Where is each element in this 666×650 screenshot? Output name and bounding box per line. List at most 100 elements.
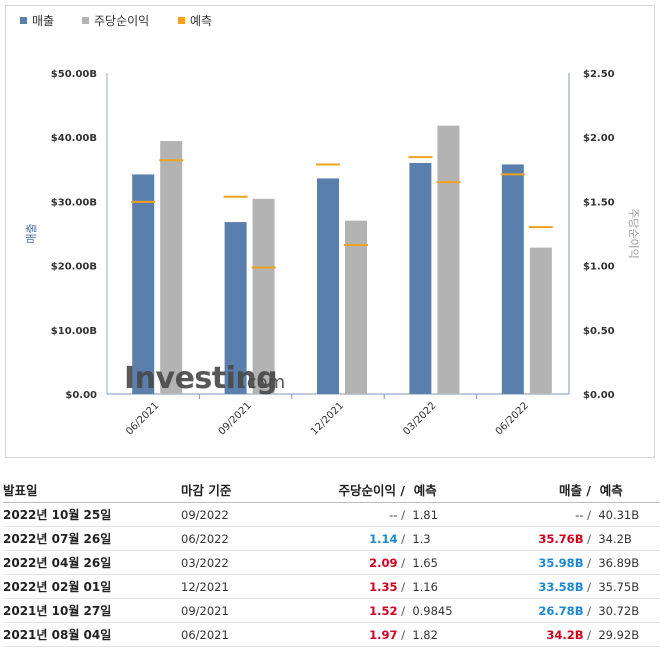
eps-actual: 1.97 — [369, 627, 398, 642]
eps-separator: / — [401, 579, 405, 594]
header-eps-label: 주당순이익 — [338, 482, 397, 498]
row-revenue-forecast: 36.89B — [591, 550, 660, 575]
eps-forecast: 1.81 — [412, 507, 438, 522]
y-left-tick-0: $0.00 — [65, 390, 97, 401]
header-period[interactable]: 마감 기준 — [181, 476, 311, 503]
revenue-separator: / — [587, 579, 591, 594]
chart-svg: 매출 주당순이익 예측$0.00$10.00B$20.00B$30.00B$40.0… — [20, 14, 640, 437]
eps-separator: / — [401, 531, 405, 546]
legend-label-2: 예측 — [190, 14, 212, 28]
row-date: 2021년 10월 27일 — [3, 598, 181, 623]
row-eps-forecast: 1.81 — [405, 502, 505, 527]
eps-forecast: 1.3 — [412, 531, 431, 546]
row-revenue: 34.2B / — [505, 622, 591, 647]
bar-eps-3 — [437, 125, 460, 395]
row-period: 03/2022 — [181, 550, 311, 575]
eps-forecast: 1.65 — [412, 555, 438, 570]
header-revenue[interactable]: 매출 / — [505, 476, 591, 503]
revenue-actual: 35.76B — [538, 531, 584, 546]
bar-revenue-0 — [132, 174, 155, 394]
eps-actual: 1.35 — [369, 579, 398, 594]
revenue-forecast: 29.92B — [598, 627, 640, 642]
earnings-table: 발표일 마감 기준 주당순이익 / 예측 매출 / 예측 2022년 10월 2… — [3, 476, 660, 647]
bar-eps-0 — [160, 141, 183, 394]
table-row[interactable]: 2022년 10월 25일 09/2022 -- / 1.81 -- / 40.31B — [3, 502, 660, 527]
row-eps-forecast: 1.82 — [405, 622, 505, 647]
table-row[interactable]: 2021년 08월 04일 06/2021 1.97 / 1.82 34.2B / 2… — [3, 622, 660, 647]
row-eps: 1.97 / — [311, 622, 405, 647]
header-date[interactable]: 발표일 — [3, 476, 181, 503]
table-row[interactable]: 2022년 07월 26일 06/2022 1.14 / 1.3 35.76B / 3… — [3, 526, 660, 551]
row-revenue: 26.78B / — [505, 598, 591, 623]
x-tick-label-1: 09/2021 — [217, 400, 254, 437]
table-row[interactable]: 2021년 10월 27일 09/2021 1.52 / 0.9845 26.78B … — [3, 598, 660, 623]
revenue-forecast: 34.2B — [598, 531, 632, 546]
x-tick-label-3: 03/2022 — [401, 400, 438, 437]
revenue-forecast: 36.89B — [598, 555, 640, 570]
legend-label-1: 주당순이익 — [94, 14, 149, 28]
eps-forecast: 1.16 — [412, 579, 438, 594]
table-header-row: 발표일 마감 기준 주당순이익 / 예측 매출 / 예측 — [3, 476, 660, 503]
legend-swatch-2 — [178, 17, 185, 24]
header-revenue-label: 매출 — [559, 482, 583, 498]
row-revenue: -- / — [505, 502, 591, 527]
table-body: 2022년 10월 25일 09/2022 -- / 1.81 -- / 40.31B… — [3, 502, 660, 647]
revenue-actual: 35.98B — [538, 555, 584, 570]
row-revenue-forecast: 29.92B — [591, 622, 660, 647]
legend-swatch-1 — [82, 17, 89, 24]
y-right-tick-4: $2.00 — [583, 133, 615, 144]
earnings-table-container: 발표일 마감 기준 주당순이익 / 예측 매출 / 예측 2022년 10월 2… — [3, 476, 660, 647]
y-right-tick-3: $1.50 — [583, 197, 615, 208]
row-revenue-forecast: 30.72B — [591, 598, 660, 623]
y-right-tick-5: $2.50 — [583, 69, 615, 80]
watermark-suffix: .com — [241, 372, 285, 393]
row-eps: 1.35 / — [311, 574, 405, 599]
bar-revenue-1 — [224, 222, 247, 394]
eps-actual: 1.52 — [369, 603, 398, 618]
row-revenue: 35.76B / — [505, 526, 591, 551]
eps-separator: / — [401, 603, 405, 618]
row-date: 2022년 02월 01일 — [3, 574, 181, 599]
bar-revenue-2 — [317, 178, 339, 394]
bar-eps-4 — [529, 247, 552, 394]
y-right-tick-0: $0.00 — [583, 390, 615, 401]
revenue-separator: / — [587, 627, 591, 642]
row-revenue: 33.58B / — [505, 574, 591, 599]
y-left-tick-1: $10.00B — [51, 326, 97, 337]
bar-eps-1 — [252, 198, 275, 394]
table-row[interactable]: 2022년 02월 01일 12/2021 1.35 / 1.16 33.58B / … — [3, 574, 660, 599]
row-period: 09/2022 — [181, 502, 311, 527]
revenue-separator: / — [587, 603, 591, 618]
x-tick-label-0: 06/2021 — [124, 400, 161, 437]
eps-actual: -- — [389, 507, 398, 522]
revenue-forecast: 30.72B — [598, 603, 640, 618]
revenue-actual: 26.78B — [538, 603, 584, 618]
table-row[interactable]: 2022년 04월 26일 03/2022 2.09 / 1.65 35.98B / … — [3, 550, 660, 575]
row-date: 2022년 10월 25일 — [3, 502, 181, 527]
row-eps-forecast: 1.3 — [405, 526, 505, 551]
x-tick-label-4: 06/2022 — [494, 400, 531, 437]
revenue-actual: 33.58B — [538, 579, 584, 594]
revenue-actual: 34.2B — [546, 627, 584, 642]
header-eps[interactable]: 주당순이익 / — [311, 476, 405, 503]
legend-label-0: 매출 — [32, 14, 54, 28]
row-revenue: 35.98B / — [505, 550, 591, 575]
row-revenue-forecast: 34.2B — [591, 526, 660, 551]
revenue-forecast: 40.31B — [598, 507, 640, 522]
x-tick-label-2: 12/2021 — [309, 400, 346, 437]
header-eps-forecast[interactable]: 예측 — [405, 476, 505, 503]
eps-actual: 2.09 — [369, 555, 398, 570]
row-eps: -- / — [311, 502, 405, 527]
legend-swatch-0 — [20, 17, 27, 24]
row-eps: 2.09 / — [311, 550, 405, 575]
row-period: 12/2021 — [181, 574, 311, 599]
eps-actual: 1.14 — [369, 531, 398, 546]
bar-revenue-3 — [409, 163, 432, 394]
row-eps-forecast: 1.65 — [405, 550, 505, 575]
row-eps: 1.52 / — [311, 598, 405, 623]
revenue-separator: / — [587, 507, 591, 522]
row-revenue-forecast: 40.31B — [591, 502, 660, 527]
eps-separator: / — [401, 555, 405, 570]
header-revenue-forecast[interactable]: 예측 — [591, 476, 660, 503]
row-date: 2022년 04월 26일 — [3, 550, 181, 575]
